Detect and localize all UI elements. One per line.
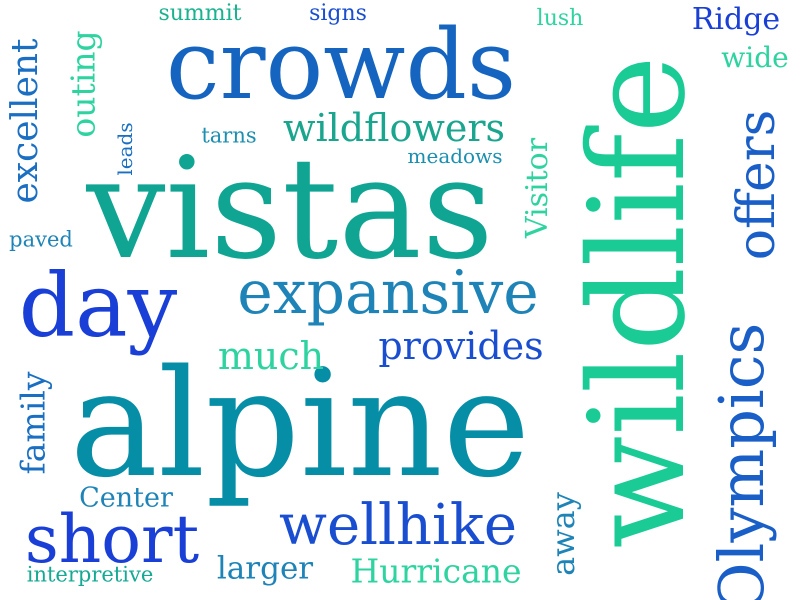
- word-excellent: excellent: [5, 38, 46, 204]
- word-larger: larger: [216, 550, 314, 587]
- word-away: away: [544, 492, 582, 576]
- word-wildflowers: wildflowers: [282, 106, 506, 150]
- word-hurricane: Hurricane: [350, 551, 522, 591]
- word-day: day: [18, 254, 178, 357]
- word-expansive: expansive: [237, 258, 539, 328]
- word-wide: wide: [721, 41, 789, 74]
- word-visitor: Visitor: [520, 137, 555, 239]
- word-paved: paved: [9, 227, 73, 252]
- word-wildlife: wildlife: [561, 55, 715, 549]
- word-tarns: tarns: [201, 123, 257, 148]
- word-wellhike: wellhike: [279, 493, 517, 558]
- word-provides: provides: [378, 324, 544, 368]
- word-center: Center: [79, 482, 173, 514]
- word-ridge: Ridge: [691, 2, 781, 37]
- word-meadows: meadows: [407, 144, 503, 168]
- word-offers: offers: [727, 109, 787, 261]
- word-outing: outing: [63, 30, 103, 138]
- word-much: much: [217, 334, 325, 378]
- word-vistas: vistas: [86, 128, 494, 291]
- word-leads: leads: [113, 122, 137, 176]
- word-olympics: Olympics: [705, 322, 778, 600]
- word-alpine: alpine: [69, 338, 531, 510]
- word-lush: lush: [536, 6, 584, 31]
- word-summit: summit: [158, 1, 242, 26]
- word-signs: signs: [309, 1, 367, 26]
- word-short: short: [24, 501, 200, 578]
- word-crowds: crowds: [165, 9, 517, 121]
- word-family: family: [13, 371, 53, 475]
- word-interpretive: interpretive: [26, 562, 154, 587]
